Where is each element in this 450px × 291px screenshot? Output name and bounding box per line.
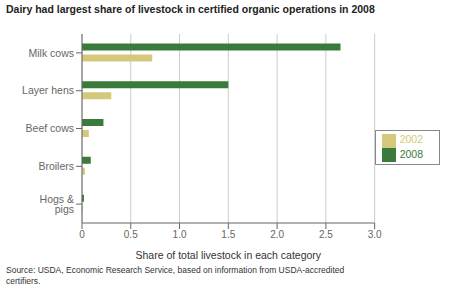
svg-text:Broilers: Broilers [38, 160, 74, 172]
html-text:Source: USDA, Economic Researc: Source: USDA, Economic Research Service,… [6, 265, 345, 275]
svg-text:3.0: 3.0 [368, 229, 382, 240]
html-text:certifiers.: certifiers. [6, 276, 41, 286]
svg-text:2.5: 2.5 [319, 229, 333, 240]
svg-text:Hogs &pigs: Hogs &pigs [40, 193, 74, 216]
svg-text:Layer hens: Layer hens [22, 84, 74, 96]
svg-text:Beef cows: Beef cows [26, 122, 74, 134]
svg-text:Share of total livestock in ea: Share of total livestock in each categor… [136, 249, 322, 261]
svg-text:Milk cows: Milk cows [28, 47, 74, 59]
svg-text:1.0: 1.0 [173, 229, 187, 240]
svg-text:1.5: 1.5 [221, 229, 235, 240]
html-text:Dairy had largest share of liv: Dairy had largest share of livestock in … [6, 3, 375, 15]
html-text:2002: 2002 [399, 133, 423, 146]
svg-text:0: 0 [79, 229, 85, 240]
html-text:2008: 2008 [399, 147, 423, 160]
svg-text:2.0: 2.0 [270, 229, 284, 240]
svg-text:0.5: 0.5 [124, 229, 138, 240]
